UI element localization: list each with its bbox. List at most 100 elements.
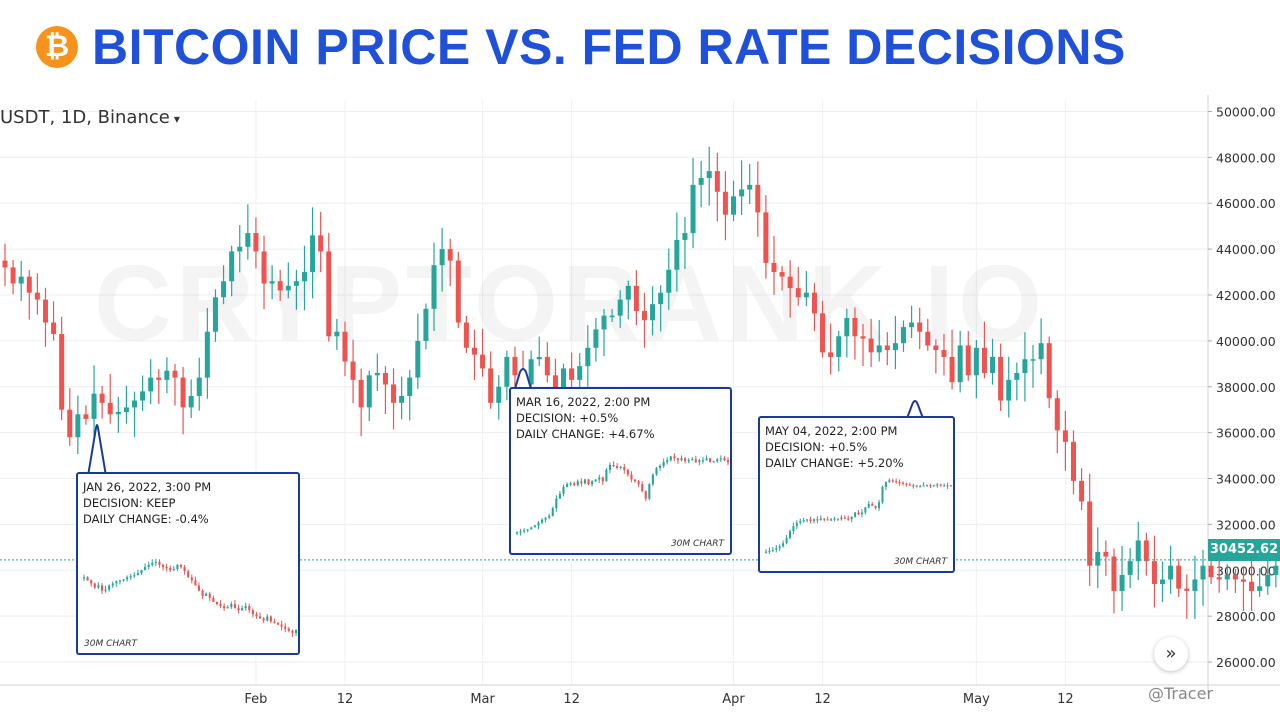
inset-candle-body	[812, 519, 815, 521]
candle-body	[569, 368, 575, 380]
candle-body	[99, 393, 105, 403]
inset-candle-body	[86, 577, 89, 581]
candle-body	[658, 292, 664, 305]
candle-body	[731, 196, 737, 215]
inset-candle-body	[946, 485, 949, 487]
watermark: CRYPTORANK.IO	[94, 242, 1046, 363]
y-tick-label: 44000.00	[1216, 242, 1276, 257]
inset-candle-body	[205, 593, 208, 596]
inset-candle-body	[172, 569, 175, 571]
candle-body	[698, 178, 704, 185]
candle-body	[706, 171, 712, 178]
candle-body	[747, 184, 753, 190]
candle-body	[860, 336, 866, 339]
inset-candle-body	[673, 456, 676, 459]
inset-candle-body	[775, 548, 778, 550]
inset-candle-body	[874, 505, 877, 509]
inset-candle-body	[219, 604, 222, 607]
candle-body	[965, 345, 971, 376]
candle-body	[342, 331, 348, 362]
inset-candle-body	[273, 621, 276, 623]
candle-body	[407, 377, 413, 396]
inset-candle-body	[850, 516, 853, 520]
candle-body	[2, 260, 8, 268]
inset-candle-body	[276, 622, 280, 625]
candle-body	[779, 272, 785, 277]
candle-body	[884, 345, 890, 351]
inset-candle-body	[788, 531, 791, 538]
inset-candle-body	[244, 606, 247, 609]
candle-body	[285, 285, 291, 291]
inset-chart-label: 30M CHART	[84, 639, 138, 649]
candle-body	[690, 184, 696, 234]
x-tick-label: 12	[337, 692, 354, 707]
candle-body	[188, 395, 194, 408]
candle-body	[115, 412, 121, 415]
candle-body	[350, 361, 356, 380]
inset-chart-label: 30M CHART	[670, 539, 724, 549]
inset-candle-body	[136, 573, 139, 576]
inset-candle-body	[133, 575, 136, 577]
inset-candle-body	[129, 576, 132, 578]
candle-body	[42, 299, 48, 323]
inset-candle-body	[284, 626, 287, 629]
candle-body	[59, 334, 65, 410]
inset-candle-body	[523, 530, 526, 532]
inset-candle-body	[768, 550, 771, 552]
credit-watermark: @Tracer	[1148, 684, 1214, 703]
scroll-to-realtime-button[interactable]: »	[1154, 637, 1188, 671]
candle-body	[301, 272, 308, 282]
candle-body	[1135, 540, 1141, 562]
inset-text: JAN 26, 2022, 3:00 PM DECISION: KEEP DAI…	[83, 479, 211, 527]
inset-candle-body	[884, 481, 887, 487]
inset-candle-body	[919, 486, 922, 488]
inset-candle-body	[630, 474, 633, 480]
inset-candle-body	[591, 481, 594, 485]
inset-candle-body	[836, 518, 839, 520]
inset-candle-body	[684, 458, 687, 462]
chevron-down-icon[interactable]: ▾	[173, 112, 180, 126]
candle-body	[1208, 565, 1214, 578]
candle-body	[852, 317, 858, 337]
candle-body	[229, 251, 235, 282]
candle-body	[536, 356, 542, 360]
candle-body	[949, 356, 955, 383]
candle-body	[1232, 574, 1238, 580]
inset-candle-body	[598, 477, 601, 480]
candle-body	[1127, 561, 1133, 575]
candle-body	[787, 276, 793, 289]
candle-body	[1265, 574, 1271, 587]
candle-body	[1273, 565, 1279, 575]
candle-body	[488, 368, 494, 403]
y-tick-label: 48000.00	[1216, 150, 1276, 165]
inset-candle-body	[644, 490, 647, 499]
inset-candle-body	[898, 481, 901, 484]
symbol-label[interactable]: USDT, 1D, Binance	[0, 107, 170, 128]
candle-body	[318, 235, 324, 252]
symbol-info[interactable]: USDT, 1D, Binance ▾	[0, 107, 180, 128]
inset-candle-body	[819, 518, 822, 521]
candlestick-chart[interactable]: CRYPTORANK.IO 50000.00 48000.00 46000.00 440…	[0, 95, 1280, 720]
candle-body	[293, 281, 299, 286]
inset-candle-body	[569, 483, 572, 485]
candle-body	[1216, 577, 1222, 580]
inset-candle-body	[93, 583, 96, 588]
candle-body	[1240, 579, 1246, 582]
inset-candle-body	[212, 597, 215, 602]
candle-body	[844, 317, 850, 337]
inset-candle-body	[912, 485, 915, 487]
inset-candle-body	[262, 618, 265, 621]
inset-candle-body	[100, 585, 104, 591]
x-tick-label: 12	[1057, 692, 1074, 707]
inset-candle-body	[833, 518, 836, 520]
candle-body	[917, 322, 923, 332]
x-tick-label: 12	[563, 692, 580, 707]
y-tick-label: 28000.00	[1216, 609, 1276, 624]
y-tick-label: 32000.00	[1216, 517, 1276, 532]
inset-candle-body	[533, 525, 536, 528]
inset-candle-body	[201, 590, 204, 596]
candle-body	[18, 276, 24, 284]
candle-body	[1249, 581, 1255, 591]
inset-candle-body	[943, 485, 946, 487]
inset-candle-body	[583, 479, 587, 484]
